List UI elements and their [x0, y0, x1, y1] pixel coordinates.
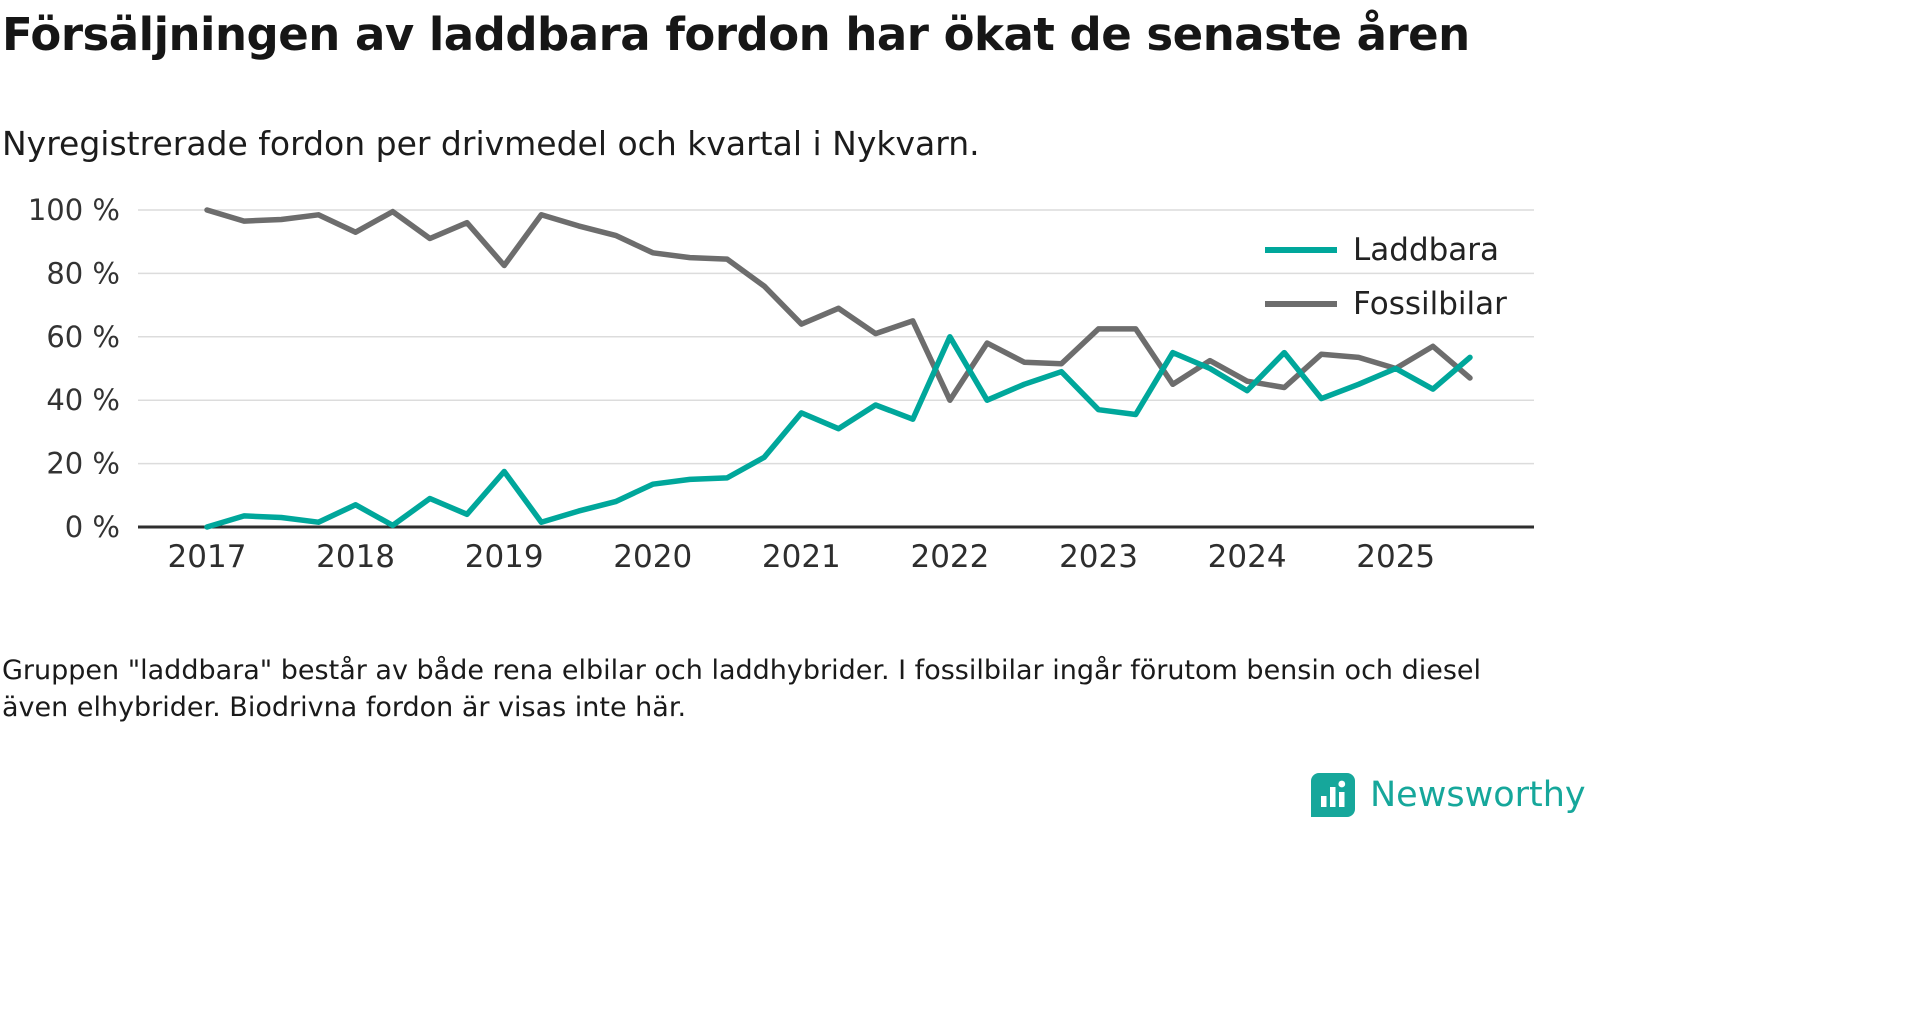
- trend-line-chart: 0 % 20 % 40 % 60 % 80 % 100 % 2017 2018 2019 2020…: [0, 172, 1920, 592]
- newsworthy-logo-icon: [1311, 773, 1355, 817]
- line-chart-svg: 0 % 20 % 40 % 60 % 80 % 100 % 2017 2018 2019 2020…: [28, 193, 1534, 575]
- newsworthy-brand: Newsworthy: [1310, 772, 1586, 818]
- chart-legend: Laddbara Fossilbilar: [1265, 230, 1507, 324]
- svg-text:20 %: 20 %: [46, 447, 120, 481]
- svg-text:2025: 2025: [1356, 539, 1435, 575]
- svg-text:2018: 2018: [316, 539, 395, 575]
- legend-item-fossilbilar: Fossilbilar: [1265, 284, 1507, 324]
- svg-text:2017: 2017: [168, 539, 247, 575]
- laddbara-line-swatch: [1265, 247, 1337, 253]
- svg-text:60 %: 60 %: [46, 320, 120, 354]
- svg-text:2024: 2024: [1208, 539, 1287, 575]
- newsworthy-wordmark: Newsworthy: [1370, 775, 1586, 815]
- svg-text:40 %: 40 %: [46, 383, 120, 417]
- svg-text:2019: 2019: [465, 539, 544, 575]
- svg-text:2023: 2023: [1059, 539, 1138, 575]
- legend-label-fossilbilar: Fossilbilar: [1353, 286, 1507, 322]
- svg-text:2020: 2020: [613, 539, 692, 575]
- legend-label-laddbara: Laddbara: [1353, 232, 1500, 268]
- svg-text:80 %: 80 %: [46, 256, 120, 290]
- svg-text:0 %: 0 %: [65, 510, 120, 544]
- svg-text:2021: 2021: [762, 539, 841, 575]
- page-subtitle: Nyregistrerade fordon per drivmedel och …: [2, 124, 980, 163]
- page-title: Försäljningen av laddbara fordon har öka…: [2, 8, 1470, 61]
- fossilbilar-line-swatch: [1265, 301, 1337, 307]
- chart-footnote: Gruppen "laddbara" består av både rena e…: [2, 655, 1482, 724]
- legend-item-laddbara: Laddbara: [1265, 230, 1507, 270]
- svg-text:100 %: 100 %: [28, 193, 120, 227]
- svg-text:2022: 2022: [910, 539, 989, 575]
